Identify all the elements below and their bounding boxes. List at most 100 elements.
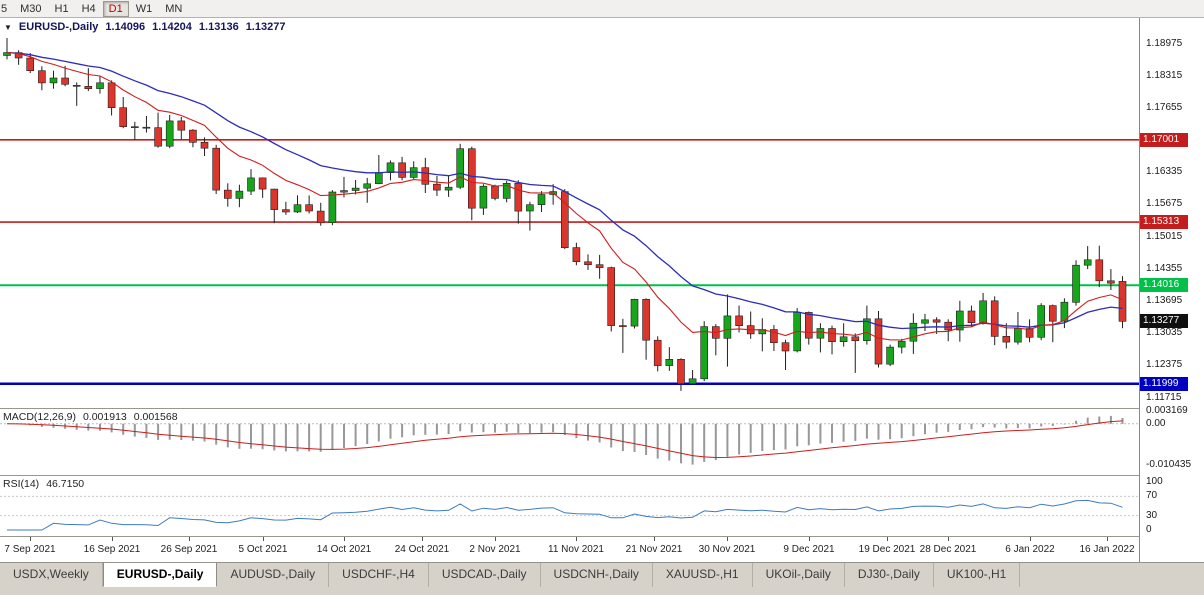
date-axis-label: 30 Nov 2021 <box>698 544 756 555</box>
macd-panel[interactable]: MACD(12,26,9) 0.001913 0.001568 <box>0 409 1139 475</box>
price-axis-label: 1.11715 <box>1146 392 1182 403</box>
candles-layer <box>3 38 1127 391</box>
macd-histogram <box>17 415 1124 465</box>
price-axis[interactable]: 1.18975 1.18315 1.17655 1.16335 1.15675 1.150… <box>1139 18 1204 562</box>
level-lines <box>0 139 1139 385</box>
rsi-indicator-chart[interactable] <box>0 476 1139 536</box>
rsi-panel[interactable]: RSI(14) 46.7150 <box>0 476 1139 536</box>
price-axis-label: 1.14355 <box>1146 263 1183 274</box>
price-axis-label: 1.15675 <box>1146 198 1183 209</box>
date-axis-label: 24 Oct 2021 <box>394 544 450 555</box>
date-axis-label: 7 Sep 2021 <box>4 544 56 555</box>
price-axis-label: 1.12375 <box>1146 359 1183 370</box>
date-tick <box>1030 537 1031 541</box>
ohlc-high: 1.14204 <box>152 21 192 33</box>
timeframe-button-h4[interactable]: H4 <box>81 2 96 15</box>
macd-axis-label: -0.010435 <box>1146 459 1192 470</box>
date-tick <box>263 537 264 541</box>
date-axis-label: 16 Sep 2021 <box>83 544 141 555</box>
date-tick <box>809 537 810 541</box>
tab-ukoil-daily[interactable]: UKOil-,Daily <box>753 563 845 587</box>
date-axis-label: 5 Oct 2021 <box>238 544 288 555</box>
timeframe-button-h1[interactable]: H1 <box>54 2 69 15</box>
ma-slow-line <box>6 51 1123 330</box>
date-axis-label: 28 Dec 2021 <box>919 544 977 555</box>
price-level-badge: 1.11999 <box>1140 377 1188 391</box>
macd-axis-label: 0.00 <box>1146 418 1166 429</box>
panel-divider[interactable] <box>0 408 1204 409</box>
price-axis-label: 1.17655 <box>1146 102 1183 113</box>
date-axis-label: 2 Nov 2021 <box>469 544 521 555</box>
date-tick <box>654 537 655 541</box>
rsi-value: 46.7150 <box>46 478 85 490</box>
timeframe-button-mn[interactable]: MN <box>165 2 183 15</box>
rsi-header: RSI(14) 46.7150 <box>3 478 84 490</box>
date-tick <box>344 537 345 541</box>
rsi-line <box>7 499 1123 531</box>
tab-usdchf-h4[interactable]: USDCHF-,H4 <box>329 563 429 587</box>
price-axis-label: 1.16335 <box>1146 166 1183 177</box>
ohlc-low: 1.13136 <box>198 21 239 33</box>
timeframe-toolbar: 5 M30 H1 H4 D1 W1 MN <box>0 0 1204 18</box>
macd-signal-line <box>6 420 1123 459</box>
price-axis-label: 1.13035 <box>1146 327 1183 338</box>
price-axis-label: 1.13695 <box>1146 295 1183 306</box>
price-level-badge: 1.14016 <box>1140 278 1188 292</box>
tab-xauusd-h1[interactable]: XAUUSD-,H1 <box>653 563 753 587</box>
candlestick-chart[interactable] <box>0 18 1139 408</box>
tab-usdcnh-daily[interactable]: USDCNH-,Daily <box>541 563 653 587</box>
rsi-axis-label: 70 <box>1146 490 1158 501</box>
tab-eurusd-daily[interactable]: EURUSD-,Daily <box>102 563 218 587</box>
rsi-axis-label: 100 <box>1146 476 1163 487</box>
chart-tabs-bar: USDX,Weekly EURUSD-,Daily AUDUSD-,Daily USD… <box>0 562 1204 595</box>
date-axis-label: 9 Dec 2021 <box>783 544 835 555</box>
date-tick <box>422 537 423 541</box>
date-tick <box>495 537 496 541</box>
macd-title: MACD(12,26,9) <box>3 411 76 423</box>
price-level-badge: 1.15313 <box>1140 215 1188 229</box>
date-axis-label: 14 Oct 2021 <box>316 544 372 555</box>
date-tick <box>189 537 190 541</box>
timeframe-button-5[interactable]: 5 <box>1 2 8 15</box>
tab-audusd-daily[interactable]: AUDUSD-,Daily <box>217 563 330 587</box>
date-axis-label: 26 Sep 2021 <box>160 544 218 555</box>
timeframe-button-m30[interactable]: M30 <box>20 2 42 15</box>
panel-divider[interactable] <box>0 475 1204 476</box>
date-tick <box>1107 537 1108 541</box>
tab-usdcad-daily[interactable]: USDCAD-,Daily <box>429 563 541 587</box>
date-tick <box>887 537 888 541</box>
date-axis-label: 6 Jan 2022 <box>1005 544 1055 555</box>
date-axis-label: 11 Nov 2021 <box>548 544 604 555</box>
date-tick <box>576 537 577 541</box>
macd-value-signal: 0.001568 <box>133 411 178 423</box>
price-axis-label: 1.18975 <box>1146 38 1183 49</box>
ohlc-close: 1.13277 <box>245 21 286 33</box>
price-axis-label: 1.15015 <box>1146 231 1183 242</box>
current-price-badge: 1.13277 <box>1140 314 1188 328</box>
chart-symbol-title: EURUSD-,Daily <box>18 21 99 33</box>
timeframe-button-w1[interactable]: W1 <box>135 2 153 15</box>
date-axis-label: 16 Jan 2022 <box>1079 544 1135 555</box>
ohlc-open: 1.14096 <box>105 21 146 33</box>
rsi-title: RSI(14) <box>3 478 40 490</box>
price-level-badge: 1.17001 <box>1140 133 1188 147</box>
tab-uk100-h1[interactable]: UK100-,H1 <box>934 563 1021 587</box>
macd-indicator-chart[interactable] <box>0 409 1139 475</box>
time-axis[interactable]: 7 Sep 2021 16 Sep 2021 26 Sep 2021 5 Oct 20… <box>0 536 1139 562</box>
tab-dj30-daily[interactable]: DJ30-,Daily <box>845 563 934 587</box>
macd-value-main: 0.001913 <box>82 411 127 423</box>
date-axis-label: 19 Dec 2021 <box>858 544 916 555</box>
date-tick <box>948 537 949 541</box>
date-tick <box>112 537 113 541</box>
main-chart-panel[interactable]: ▼ EURUSD-,Daily 1.14096 1.14204 1.13136 … <box>0 18 1139 408</box>
rsi-axis-label: 0 <box>1146 524 1152 535</box>
macd-axis-label: 0.003169 <box>1146 405 1188 416</box>
timeframe-button-d1[interactable]: D1 <box>102 0 129 17</box>
chart-ohlc-header: ▼ EURUSD-,Daily 1.14096 1.14204 1.13136 … <box>4 21 285 33</box>
symbol-dropdown-arrow[interactable]: ▼ <box>4 22 12 32</box>
price-axis-label: 1.18315 <box>1146 70 1183 81</box>
ma-fast-line <box>6 52 1123 341</box>
date-tick <box>30 537 31 541</box>
tab-usdx-weekly[interactable]: USDX,Weekly <box>0 563 103 587</box>
